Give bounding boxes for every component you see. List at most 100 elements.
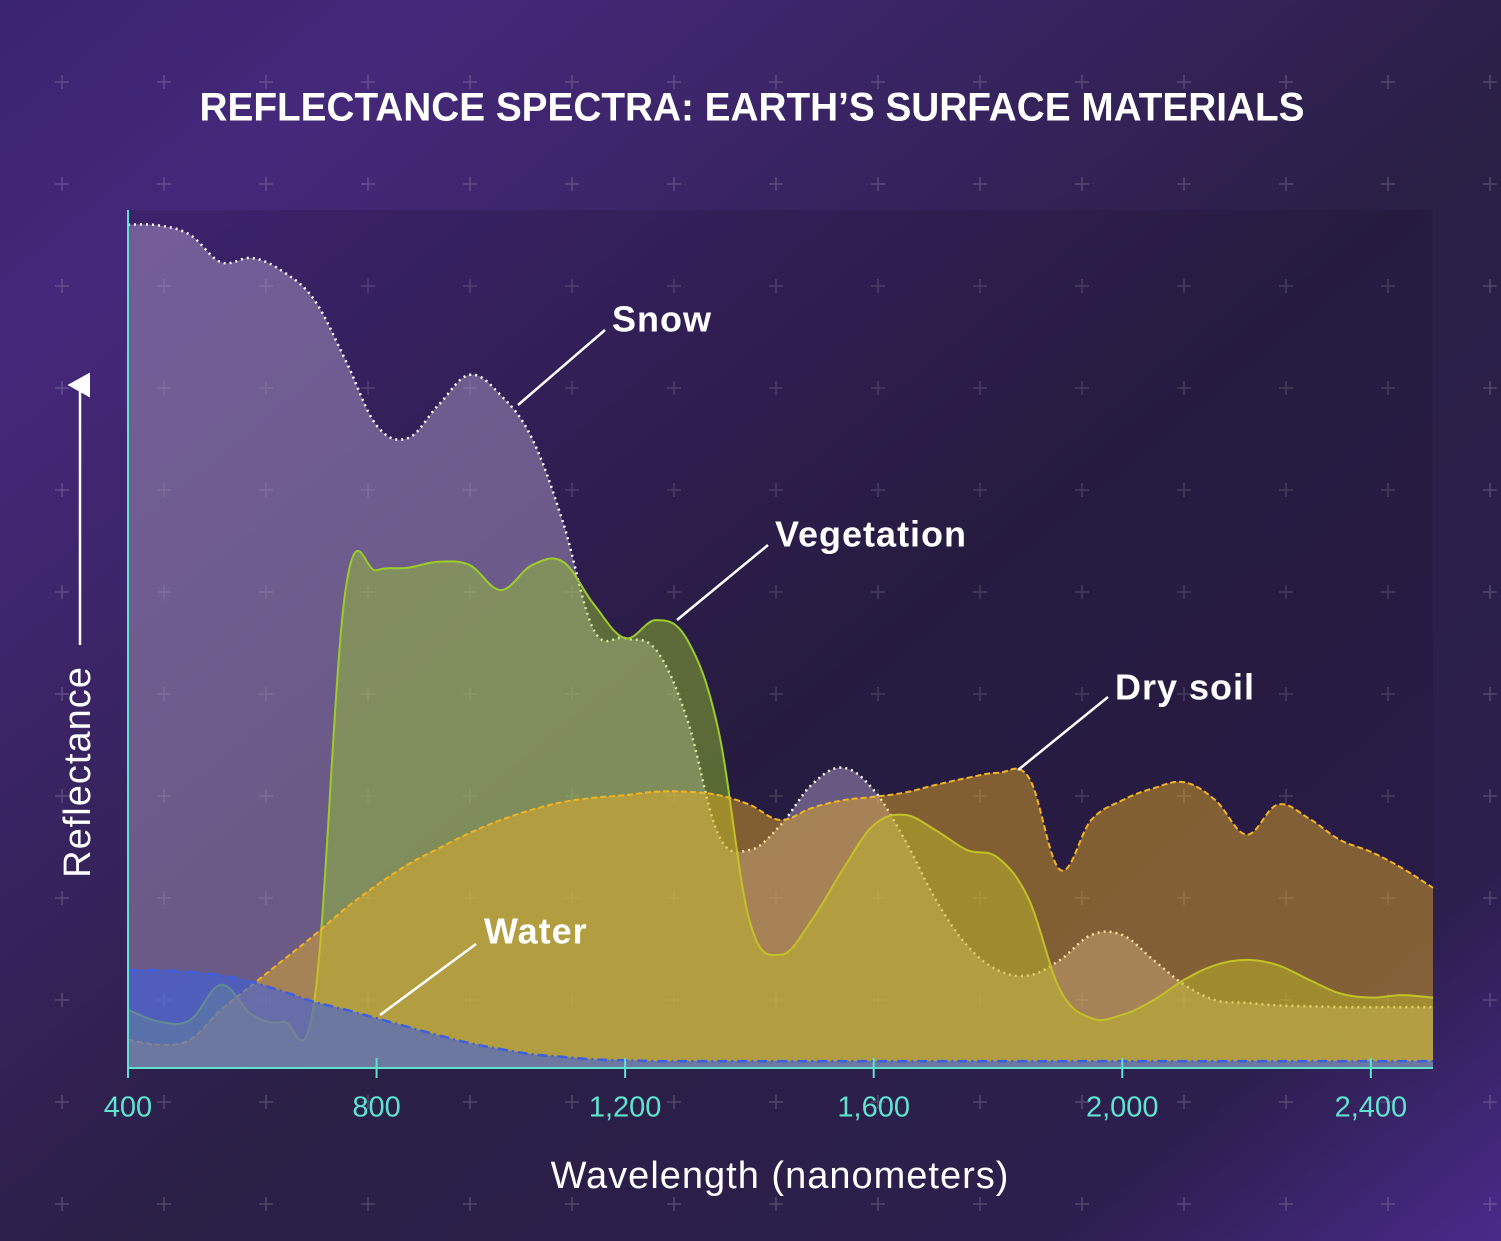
cross (769, 1095, 783, 1109)
cross (157, 687, 171, 701)
cross (1075, 1197, 1089, 1211)
cross (259, 891, 273, 905)
cross (361, 993, 375, 1007)
leader-line (1017, 696, 1109, 771)
cross (1381, 585, 1395, 599)
cross (259, 1095, 273, 1109)
x-tick-label: 800 (352, 1092, 400, 1124)
series-group (127, 223, 1434, 1068)
x-tick-label: 400 (104, 1092, 152, 1124)
line (127, 223, 1433, 1009)
cross (157, 177, 171, 191)
cross (1075, 1095, 1089, 1109)
area (128, 768, 1433, 1068)
cross (1177, 279, 1191, 293)
cross (361, 279, 375, 293)
cross (1177, 585, 1191, 599)
cross (565, 381, 579, 395)
cross (565, 891, 579, 905)
cross (973, 75, 987, 89)
cross (463, 1197, 477, 1211)
cross (1177, 483, 1191, 497)
cross (769, 279, 783, 293)
cross (667, 891, 681, 905)
cross (463, 381, 477, 395)
cross (361, 1197, 375, 1211)
series-label: Water (484, 911, 588, 952)
cross (361, 891, 375, 905)
plot-area (128, 210, 1433, 1068)
cross (55, 585, 69, 599)
chart-title: REFLECTANCE SPECTRA: EARTH’S SURFACE MAT… (200, 86, 1305, 130)
cross (463, 177, 477, 191)
cross (973, 891, 987, 905)
cross (667, 279, 681, 293)
cross (667, 381, 681, 395)
cross (1483, 75, 1497, 89)
cross (157, 483, 171, 497)
cross (871, 177, 885, 191)
cross (1483, 993, 1497, 1007)
cross (157, 891, 171, 905)
cross (769, 993, 783, 1007)
cross (55, 687, 69, 701)
cross (55, 483, 69, 497)
cross (1279, 279, 1293, 293)
background-pattern (55, 75, 1497, 1211)
cross (157, 1095, 171, 1109)
series-labels: Snow Vegetation Dry soil Water (379, 299, 1255, 1017)
cross (1381, 279, 1395, 293)
cross (667, 993, 681, 1007)
cross (1177, 687, 1191, 701)
cross (871, 1197, 885, 1211)
cross (565, 993, 579, 1007)
cross (1381, 789, 1395, 803)
cross (55, 891, 69, 905)
cross (259, 483, 273, 497)
cross (463, 891, 477, 905)
cross (259, 177, 273, 191)
cross (769, 177, 783, 191)
y-axis-title: Reflectance (57, 666, 99, 878)
cross (1483, 585, 1497, 599)
cross (55, 177, 69, 191)
cross (361, 483, 375, 497)
cross (1177, 993, 1191, 1007)
cross (1279, 381, 1293, 395)
cross (565, 177, 579, 191)
cross (1177, 891, 1191, 905)
cross (463, 483, 477, 497)
series-label: Dry soil (1115, 667, 1255, 708)
cross (1483, 279, 1497, 293)
cross (1075, 891, 1089, 905)
cross (1483, 1197, 1497, 1211)
cross (1483, 687, 1497, 701)
cross (871, 75, 885, 89)
cross (361, 687, 375, 701)
cross (1483, 891, 1497, 905)
cross (1381, 891, 1395, 905)
cross (259, 1197, 273, 1211)
cross (361, 1095, 375, 1109)
cross (565, 789, 579, 803)
cross (1279, 891, 1293, 905)
area (128, 970, 1433, 1068)
x-tick-label: 2,000 (1086, 1092, 1159, 1124)
cross (55, 993, 69, 1007)
cross (973, 381, 987, 395)
cross (769, 585, 783, 599)
cross (769, 483, 783, 497)
cross (1381, 687, 1395, 701)
x-axis-title: Wavelength (nanometers) (551, 1155, 1010, 1197)
cross (463, 279, 477, 293)
cross (973, 177, 987, 191)
cross (1381, 177, 1395, 191)
cross (157, 789, 171, 803)
cross (667, 1095, 681, 1109)
cross (1177, 381, 1191, 395)
cross (361, 177, 375, 191)
area (128, 224, 1433, 1068)
cross (1177, 75, 1191, 89)
axes: 400 800 1,200 1,600 2,000 2,400 (104, 210, 1433, 1124)
